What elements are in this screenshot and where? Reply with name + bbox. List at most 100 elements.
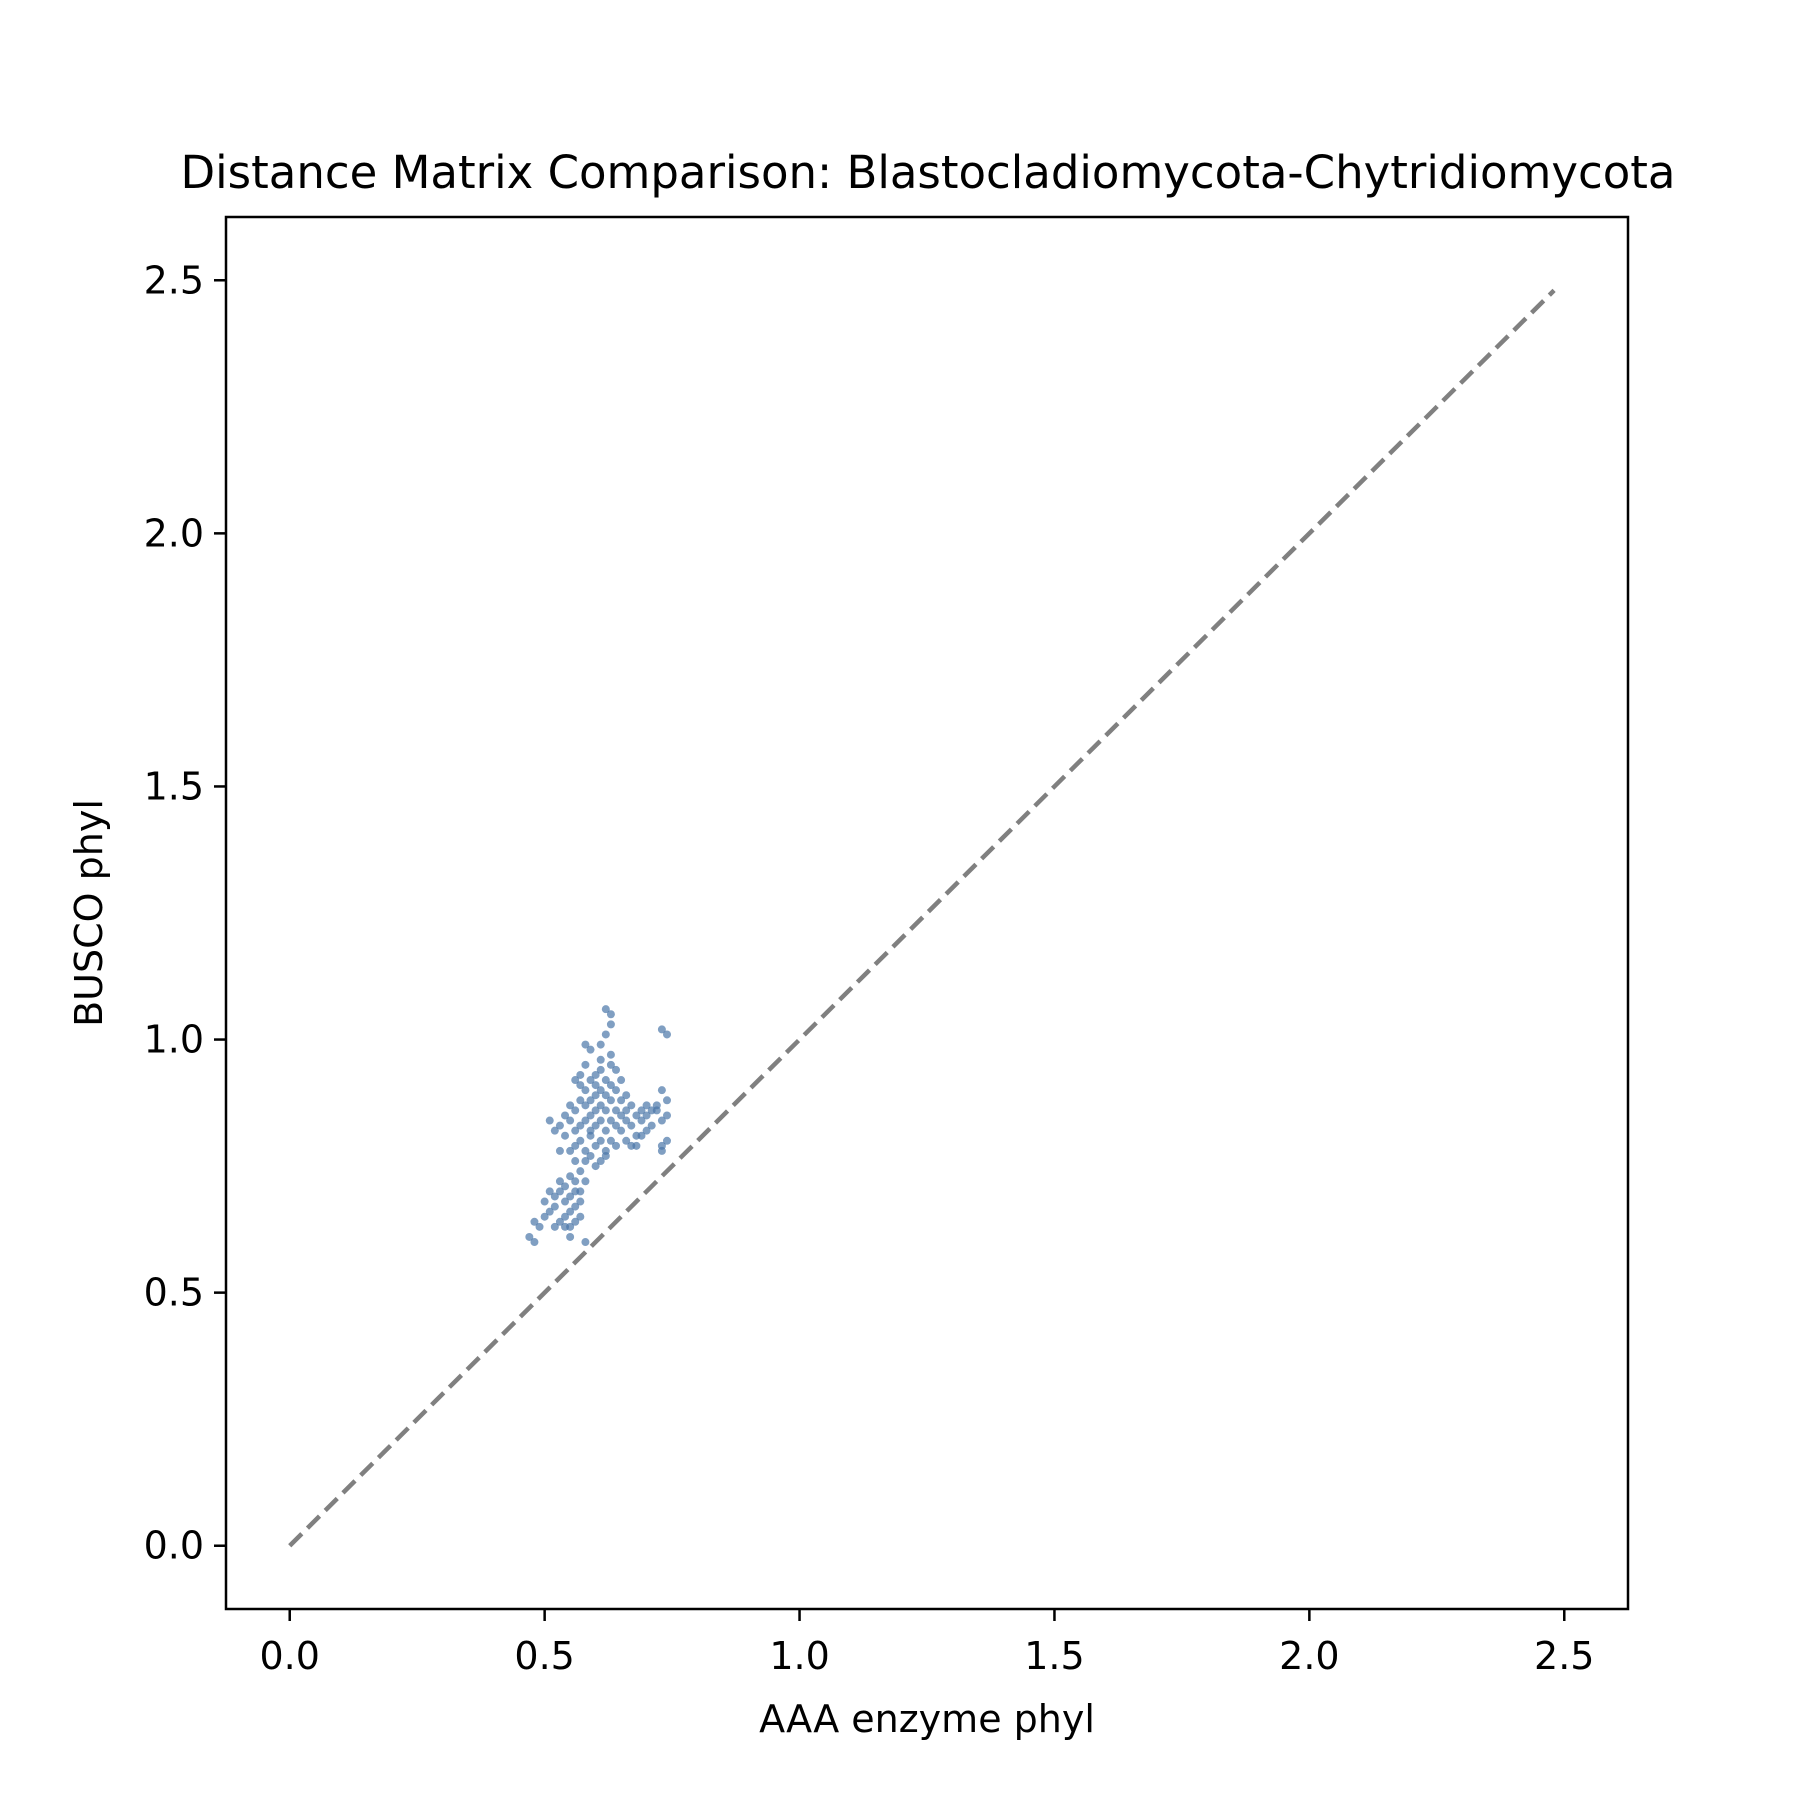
scatter-point	[606, 1010, 615, 1019]
scatter-point	[596, 1101, 605, 1110]
scatter-point	[576, 1121, 585, 1130]
scatter-point	[566, 1172, 575, 1181]
scatter-point	[576, 1096, 585, 1105]
scatter-point	[571, 1202, 580, 1211]
scatter-point	[612, 1121, 621, 1130]
scatter-point	[581, 1040, 590, 1049]
scatter-point	[586, 1111, 595, 1120]
scatter-point	[642, 1111, 651, 1120]
scatter-point	[571, 1177, 580, 1186]
scatter-point	[555, 1121, 564, 1130]
scatter-point	[612, 1065, 621, 1074]
scatter-point	[561, 1182, 570, 1191]
scatter-point	[606, 1096, 615, 1105]
y-tick-label: 1.5	[144, 764, 204, 808]
scatter-point	[627, 1101, 636, 1110]
scatter-point	[622, 1106, 631, 1115]
scatter-point	[601, 1126, 610, 1135]
x-tick-label: 2.0	[1279, 1634, 1339, 1678]
scatter-point	[591, 1106, 600, 1115]
x-tick-label: 0.5	[514, 1634, 574, 1678]
scatter-point	[657, 1025, 666, 1034]
scatter-point	[576, 1197, 585, 1206]
scatter-point	[561, 1222, 570, 1231]
scatter-point	[601, 1151, 610, 1160]
scatter-point	[622, 1136, 631, 1145]
scatter-point	[545, 1116, 554, 1125]
scatter-point	[550, 1192, 559, 1201]
scatter-point	[571, 1076, 580, 1085]
scatter-point	[591, 1070, 600, 1079]
scatter-point	[637, 1131, 646, 1140]
scatter-point	[581, 1177, 590, 1186]
scatter-point	[550, 1222, 559, 1231]
scatter-point	[561, 1131, 570, 1140]
scatter-point	[622, 1116, 631, 1125]
scatter-point	[566, 1101, 575, 1110]
scatter-point	[555, 1217, 564, 1226]
scatter-point	[606, 1060, 615, 1069]
scatter-point	[581, 1157, 590, 1166]
scatter-point	[591, 1121, 600, 1130]
scatter-point	[657, 1116, 666, 1125]
scatter-point	[555, 1187, 564, 1196]
x-tick-label: 2.5	[1534, 1634, 1594, 1678]
scatter-point	[612, 1106, 621, 1115]
scatter-point	[571, 1157, 580, 1166]
scatter-point	[637, 1116, 646, 1125]
scatter-point	[581, 1101, 590, 1110]
scatter-point	[571, 1141, 580, 1150]
scatter-point	[606, 1136, 615, 1145]
scatter-point	[601, 1005, 610, 1014]
scatter-point	[555, 1146, 564, 1155]
scatter-point	[617, 1126, 626, 1135]
scatter-point	[550, 1202, 559, 1211]
scatter-point	[632, 1111, 641, 1120]
scatter-point	[601, 1030, 610, 1039]
scatter-point	[606, 1050, 615, 1059]
scatter-point	[627, 1121, 636, 1130]
scatter-point	[576, 1070, 585, 1079]
scatter-point	[637, 1106, 646, 1115]
scatter-point	[622, 1091, 631, 1100]
y-axis-ticks: 0.0 0.5 1.0 1.5 2.0 2.5	[144, 258, 226, 1568]
scatter-point	[647, 1121, 656, 1130]
scatter-point	[601, 1106, 610, 1115]
scatter-point	[586, 1151, 595, 1160]
scatter-point	[642, 1101, 651, 1110]
x-axis-ticks: 0.0 0.5 1.0 1.5 2.0 2.5	[260, 1609, 1594, 1678]
scatter-point	[586, 1126, 595, 1135]
x-tick-label: 1.5	[1024, 1634, 1084, 1678]
scatter-point	[566, 1207, 575, 1216]
scatter-point	[545, 1187, 554, 1196]
scatter-point	[642, 1126, 651, 1135]
y-axis-label: BUSCO phyl	[67, 799, 111, 1027]
x-tick-label: 1.0	[769, 1634, 829, 1678]
scatter-point	[591, 1162, 600, 1171]
y-tick-label: 0.0	[144, 1524, 204, 1568]
scatter-point	[596, 1116, 605, 1125]
scatter-point	[617, 1076, 626, 1085]
scatter-point	[530, 1217, 539, 1226]
scatter-point	[662, 1096, 671, 1105]
scatter-point	[576, 1167, 585, 1176]
scatter-point	[657, 1141, 666, 1150]
scatter-point	[581, 1116, 590, 1125]
scatter-point	[591, 1141, 600, 1150]
scatter-point	[662, 1030, 671, 1039]
scatter-point	[591, 1091, 600, 1100]
scatter-point	[586, 1076, 595, 1085]
scatter-point	[652, 1106, 661, 1115]
scatter-point	[586, 1045, 595, 1054]
scatter-point	[525, 1232, 534, 1241]
scatter-point	[535, 1222, 544, 1231]
scatter-point	[606, 1081, 615, 1090]
scatter-point	[612, 1141, 621, 1150]
scatter-point	[632, 1141, 641, 1150]
scatter-point	[657, 1086, 666, 1095]
scatter-point	[576, 1136, 585, 1145]
scatter-point	[662, 1111, 671, 1120]
scatter-point	[571, 1106, 580, 1115]
scatter-point	[555, 1177, 564, 1186]
